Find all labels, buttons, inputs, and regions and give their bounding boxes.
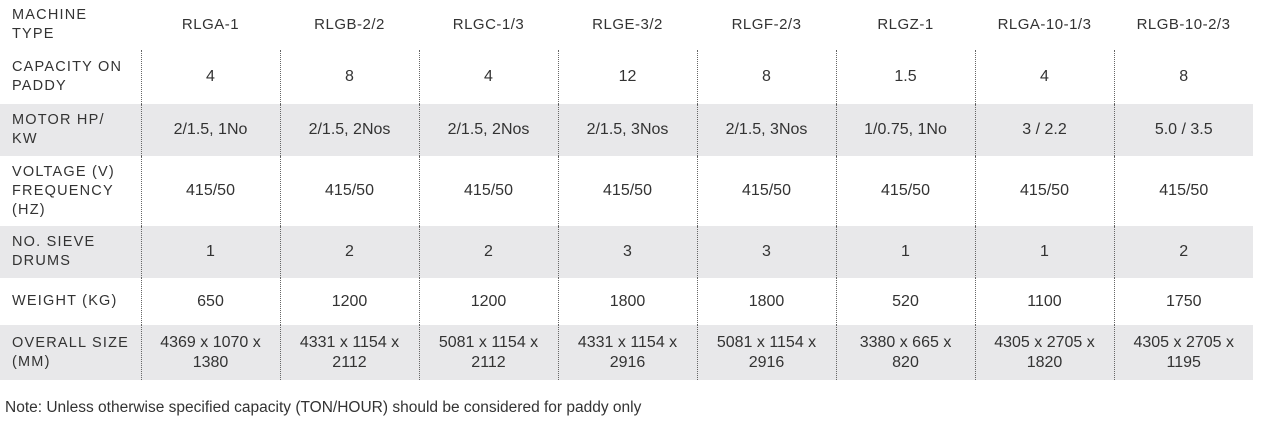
table-row: WEIGHT (KG) 650 1200 1200 1800 1800 520 1100 175… — [0, 278, 1253, 325]
cell: 3380 x 665 x 820 — [835, 325, 975, 380]
cell: 415/50 — [140, 156, 280, 226]
note: Note: Unless otherwise specified capacit… — [5, 399, 642, 416]
cell: 415/50 — [1113, 156, 1253, 226]
column-header: RLGZ-1 — [877, 16, 934, 33]
cell: 3 — [696, 226, 836, 278]
cell: 415/50 — [974, 156, 1114, 226]
cell: 4 — [974, 50, 1114, 104]
cell: 2/1.5, 3Nos — [557, 104, 697, 156]
row-label: WEIGHT (KG) — [12, 293, 118, 309]
cell: 3 / 2.2 — [974, 104, 1114, 156]
cell: 4331 x 1154 x 2112 — [279, 325, 419, 380]
cell: 2/1.5, 1No — [140, 104, 280, 156]
cell: 8 — [1113, 50, 1253, 104]
cell: 1750 — [1113, 278, 1253, 325]
row-label: CAPACITY ON PADDY — [12, 59, 123, 94]
table-row: NO. SIEVE DRUMS 1 2 2 3 3 1 1 2 — [0, 226, 1253, 278]
cell: 650 — [140, 278, 280, 325]
cell: 2 — [418, 226, 558, 278]
row-label: OVERALL SIZE (MM) — [0, 325, 141, 380]
cell: 1/0.75, 1No — [835, 104, 975, 156]
column-header: RLGB-10-2/3 — [1136, 16, 1231, 33]
cell: 1800 — [557, 278, 697, 325]
table-row: MOTOR HP/ KW 2/1.5, 1No 2/1.5, 2Nos 2/1.5, … — [0, 104, 1253, 156]
column-header: RLGA-1 — [181, 16, 240, 33]
cell: 1 — [835, 226, 975, 278]
cell: 4305 x 2705 x 1820 — [974, 325, 1114, 380]
cell: 4331 x 1154 x 2916 — [557, 325, 697, 380]
column-header: RLGE-3/2 — [592, 16, 663, 33]
row-label: VOLTAGE (V) FREQUENCY (HZ) — [12, 163, 115, 218]
row-label: NO. SIEVE DRUMS — [0, 226, 141, 278]
cell: 520 — [835, 278, 975, 325]
table-row: CAPACITY ON PADDY 4 8 4 12 8 1.5 4 8 — [0, 50, 1253, 104]
column-header: RLGF-2/3 — [731, 16, 802, 33]
cell: 1800 — [696, 278, 836, 325]
cell: 1100 — [974, 278, 1114, 325]
cell: 12 — [557, 50, 697, 104]
cell: 415/50 — [696, 156, 836, 226]
cell: 1 — [974, 226, 1114, 278]
column-header: RLGA-10-1/3 — [997, 16, 1092, 33]
cell: 4369 x 1070 x 1380 — [140, 325, 280, 380]
cell: 415/50 — [557, 156, 697, 226]
cell: 1200 — [279, 278, 419, 325]
cell: 1.5 — [835, 50, 975, 104]
table-row: VOLTAGE (V) FREQUENCY (HZ) 415/50 415/50 41… — [0, 156, 1253, 226]
cell: 2/1.5, 2Nos — [279, 104, 419, 156]
cell: 415/50 — [279, 156, 419, 226]
cell: 3 — [557, 226, 697, 278]
cell: 5.0 / 3.5 — [1113, 104, 1253, 156]
spec-table: MACHINE TYPE RLGA-1 RLGB-2/2 RLGC-1/3 RLGE-3… — [0, 0, 1253, 380]
cell: 4305 x 2705 x 1195 — [1113, 325, 1253, 380]
cell: 5081 x 1154 x 2112 — [418, 325, 558, 380]
column-header: RLGC-1/3 — [452, 16, 525, 33]
cell: 415/50 — [835, 156, 975, 226]
column-header: RLGB-2/2 — [314, 16, 385, 33]
cell: 2 — [1113, 226, 1253, 278]
row-label: MOTOR HP/ KW — [0, 104, 141, 156]
cell: 2 — [279, 226, 419, 278]
table-row: OVERALL SIZE (MM) 4369 x 1070 x 1380 4331 … — [0, 325, 1253, 380]
cell: 1 — [140, 226, 280, 278]
cell: 5081 x 1154 x 2916 — [696, 325, 836, 380]
row-header-title: MACHINE TYPE — [12, 7, 88, 42]
cell: 4 — [140, 50, 280, 104]
cell: 415/50 — [418, 156, 558, 226]
cell: 8 — [696, 50, 836, 104]
cell: 8 — [279, 50, 419, 104]
cell: 4 — [418, 50, 558, 104]
cell: 1200 — [418, 278, 558, 325]
cell: 2/1.5, 3Nos — [696, 104, 836, 156]
cell: 2/1.5, 2Nos — [418, 104, 558, 156]
header-row: MACHINE TYPE RLGA-1 RLGB-2/2 RLGC-1/3 RLGE-3… — [0, 0, 1253, 50]
